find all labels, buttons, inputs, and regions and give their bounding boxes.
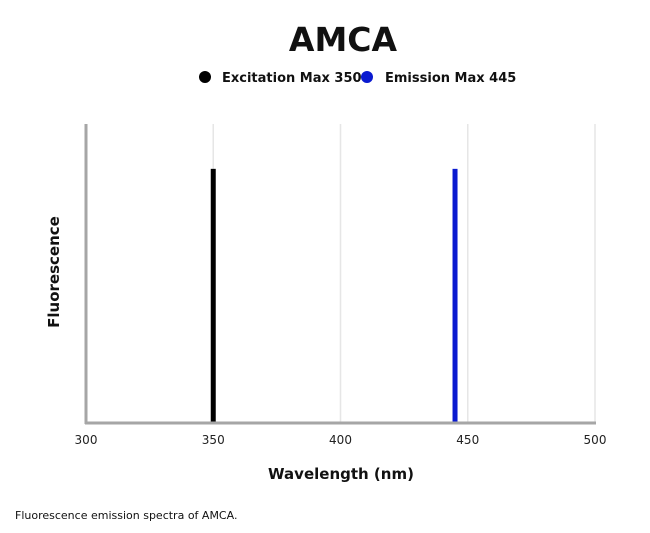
x-tick-label-350: 350 bbox=[202, 433, 225, 447]
emission-bar bbox=[452, 168, 458, 423]
gridlines bbox=[85, 124, 596, 423]
legend-marker-excitation bbox=[199, 71, 211, 83]
chart-title: AMCA bbox=[289, 20, 398, 59]
legend-marker-emission bbox=[361, 71, 373, 83]
x-tick-label-450: 450 bbox=[456, 433, 479, 447]
legend-label-excitation: Excitation Max 350 bbox=[222, 71, 362, 86]
x-tick-labels: 300 350 400 450 500 bbox=[75, 433, 607, 447]
x-tick-label-300: 300 bbox=[75, 433, 98, 447]
x-tick-label-400: 400 bbox=[329, 433, 352, 447]
legend: Excitation Max 350 Emission Max 445 bbox=[199, 71, 516, 86]
legend-label-emission: Emission Max 445 bbox=[385, 71, 516, 86]
x-axis-label: Wavelength (nm) bbox=[268, 465, 414, 483]
data-marks bbox=[210, 168, 458, 423]
excitation-bar bbox=[210, 168, 216, 423]
figure-caption: Fluorescence emission spectra of AMCA. bbox=[15, 509, 238, 522]
y-axis-label: Fluorescence bbox=[45, 216, 63, 328]
x-tick-label-500: 500 bbox=[584, 433, 607, 447]
